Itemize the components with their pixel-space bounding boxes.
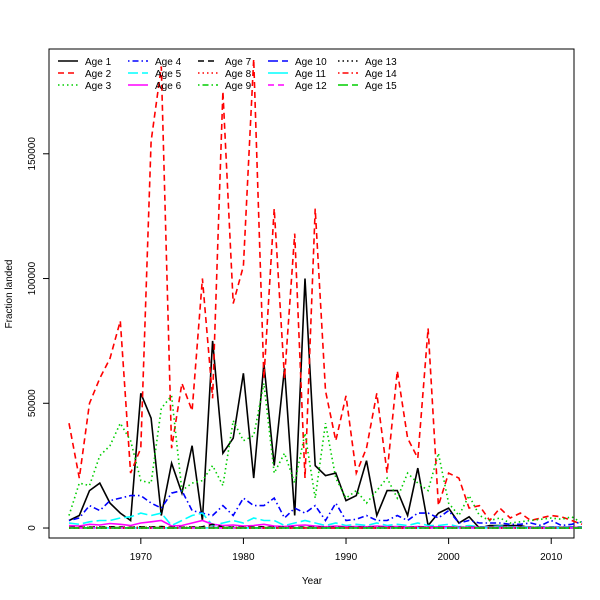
legend-label: Age 6 — [155, 81, 182, 92]
legend-label: Age 8 — [225, 69, 252, 80]
series-layer — [68, 58, 583, 529]
legend-label: Age 14 — [365, 69, 397, 80]
x-tick-label: 1980 — [232, 552, 255, 563]
x-tick-label: 1990 — [335, 552, 358, 563]
series-line-age-2 — [68, 58, 583, 526]
x-tick-label: 2000 — [437, 552, 460, 563]
legend-label: Age 11 — [295, 69, 326, 80]
legend-label: Age 10 — [295, 57, 327, 68]
x-tick-label: 2010 — [540, 552, 563, 563]
x-tick-label: 1970 — [130, 552, 153, 563]
y-tick-label: 100000 — [27, 261, 38, 295]
legend-label: Age 15 — [365, 81, 397, 92]
legend-label: Age 5 — [155, 69, 182, 80]
y-axis-label: Fraction landed — [4, 260, 15, 329]
y-tick-label: 0 — [27, 525, 38, 531]
axes: 1970 1980 1990 2000 2010 0 50000 100000 150000 — [27, 137, 563, 563]
legend-label: Age 13 — [365, 57, 397, 68]
series-line-age-5 — [68, 512, 582, 528]
legend-label: Age 7 — [225, 57, 252, 68]
legend-label: Age 3 — [85, 81, 112, 92]
legend-label: Age 9 — [225, 81, 252, 92]
legend-label: Age 12 — [295, 81, 327, 92]
series-line-age-4 — [68, 489, 583, 527]
y-tick-label: 150000 — [27, 137, 38, 171]
series-line-age-3 — [68, 383, 583, 524]
legend-label: Age 1 — [85, 57, 112, 68]
legend-label: Age 2 — [85, 69, 112, 80]
legend-label: Age 4 — [155, 57, 182, 68]
y-tick-label: 50000 — [27, 389, 38, 417]
x-axis-label: Year — [302, 576, 323, 587]
